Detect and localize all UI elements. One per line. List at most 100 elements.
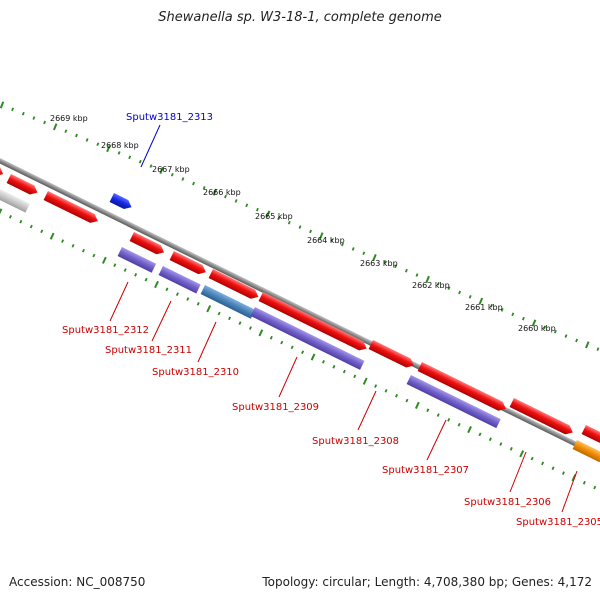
outer-tick-44 <box>468 295 472 299</box>
outer-tick-5 <box>52 123 58 131</box>
outer-tick-20 <box>212 188 218 196</box>
gene-fwd-5[interactable] <box>169 251 209 277</box>
gene-fwd-10[interactable] <box>509 398 575 437</box>
inner-tick-11 <box>113 263 117 267</box>
gene-label-2306[interactable]: Sputw3181_2306 <box>464 497 551 508</box>
outer-tick-22 <box>234 199 238 203</box>
outer-tick-53 <box>564 334 568 338</box>
inner-tick-22 <box>228 316 232 321</box>
outer-tick-48 <box>511 312 515 317</box>
inner-tick-57 <box>593 485 597 490</box>
gene-label-2309[interactable]: Sputw3181_2309 <box>232 402 319 413</box>
outer-tick-8 <box>85 138 89 142</box>
genome-summary-text: Topology: circular; Length: 4,708,380 bp… <box>262 575 592 589</box>
outer-tick-15 <box>159 166 164 174</box>
leader-2309 <box>278 356 298 398</box>
outer-tick-26 <box>277 216 281 221</box>
gene-label-2312[interactable]: Sputw3181_2312 <box>62 325 149 336</box>
inner-tick-30 <box>310 353 316 361</box>
gene-highlight-2313[interactable] <box>109 193 134 212</box>
reverse-strand-genes <box>117 247 600 463</box>
outer-tick-55 <box>585 341 590 349</box>
gene-fwd-9[interactable] <box>417 362 509 413</box>
gene-fwd-4[interactable] <box>129 232 167 257</box>
inner-tick-5 <box>49 232 55 240</box>
gene-rev-2307[interactable] <box>406 375 501 429</box>
leader-2306 <box>509 451 527 493</box>
outer-tick-38 <box>404 268 408 273</box>
inner-tick-44 <box>457 422 461 427</box>
inner-tick-45 <box>467 425 472 434</box>
gene-label-2307[interactable]: Sputw3181_2307 <box>382 465 469 476</box>
outer-tick-23 <box>245 203 249 208</box>
scale-label-2666: 2666 kbp <box>203 188 241 197</box>
leader-2307 <box>426 419 447 461</box>
inner-tick-7 <box>71 244 75 248</box>
gene-rev-2311[interactable] <box>158 266 201 294</box>
gene-label-2310[interactable]: Sputw3181_2310 <box>152 367 239 378</box>
inner-tick-49 <box>509 447 513 451</box>
inner-tick-8 <box>81 248 85 253</box>
outer-tick-52 <box>553 329 557 334</box>
inner-tick-1 <box>8 215 12 219</box>
inner-tick-35 <box>362 377 368 385</box>
gene-label-2313[interactable]: Sputw3181_2313 <box>126 112 213 123</box>
accession-text: Accession: NC_008750 <box>9 575 146 589</box>
inner-tick-42 <box>436 413 440 417</box>
outer-tick-42 <box>447 286 451 290</box>
outer-tick-24 <box>255 207 259 212</box>
inner-tick-12 <box>123 268 127 272</box>
outer-tick-10 <box>106 145 111 153</box>
inner-tick-4 <box>40 229 44 234</box>
gene-label-2308[interactable]: Sputw3181_2308 <box>312 436 399 447</box>
outer-tick-56 <box>596 347 600 351</box>
scale-label-2668: 2668 kbp <box>101 141 139 150</box>
gene-fwd-8[interactable] <box>368 340 416 370</box>
inner-tick-14 <box>144 277 148 282</box>
outer-tick-row <box>0 101 600 351</box>
gene-rev-2312[interactable] <box>117 247 157 273</box>
leader-2311 <box>151 300 172 342</box>
inner-tick-40 <box>414 401 420 410</box>
outer-tick-13 <box>138 159 142 164</box>
gene-rev-2305[interactable] <box>572 440 600 463</box>
inner-tick-32 <box>332 364 336 369</box>
inner-tick-25 <box>258 329 264 337</box>
inner-tick-48 <box>499 442 503 446</box>
inner-tick-26 <box>269 335 273 340</box>
inner-tick-41 <box>426 408 430 413</box>
inner-tick-20 <box>206 305 212 313</box>
outer-tick-33 <box>351 247 355 251</box>
gene-labels: Sputw3181_2313 Sputw3181_2312 Sputw3181_… <box>62 112 600 528</box>
inner-tick-51 <box>530 456 534 461</box>
inner-tick-52 <box>541 461 545 466</box>
outer-tick-7 <box>75 133 78 138</box>
inner-tick-34 <box>353 374 357 379</box>
inner-tick-6 <box>61 239 65 243</box>
gene-fwd-2[interactable] <box>6 174 40 197</box>
inner-tick-36 <box>374 384 378 388</box>
gene-rev-2309[interactable] <box>250 307 365 370</box>
gene-fwd-3[interactable] <box>43 191 100 226</box>
inner-tick-15 <box>154 280 159 289</box>
outer-tick-49 <box>521 316 525 321</box>
inner-tick-17 <box>175 292 179 296</box>
inner-tick-47 <box>488 437 492 442</box>
inner-tick-19 <box>196 302 200 306</box>
inner-tick-39 <box>405 398 409 403</box>
outer-tick-32 <box>341 242 344 247</box>
gene-rev-2310[interactable] <box>200 285 256 319</box>
gene-fwd-7[interactable] <box>258 292 369 353</box>
gene-fwd-6[interactable] <box>208 269 261 301</box>
gene-label-2305[interactable]: Sputw3181_2305 <box>516 517 600 528</box>
inner-tick-row <box>0 208 597 490</box>
gene-grey[interactable] <box>0 186 30 213</box>
outer-tick-18 <box>192 181 196 186</box>
outer-tick-14 <box>149 164 153 168</box>
inner-tick-46 <box>478 432 482 437</box>
leader-lines <box>109 124 578 513</box>
forward-strand-genes <box>0 162 600 445</box>
gene-label-2311[interactable]: Sputw3181_2311 <box>105 345 192 356</box>
gene-fwd-11[interactable] <box>581 425 600 445</box>
